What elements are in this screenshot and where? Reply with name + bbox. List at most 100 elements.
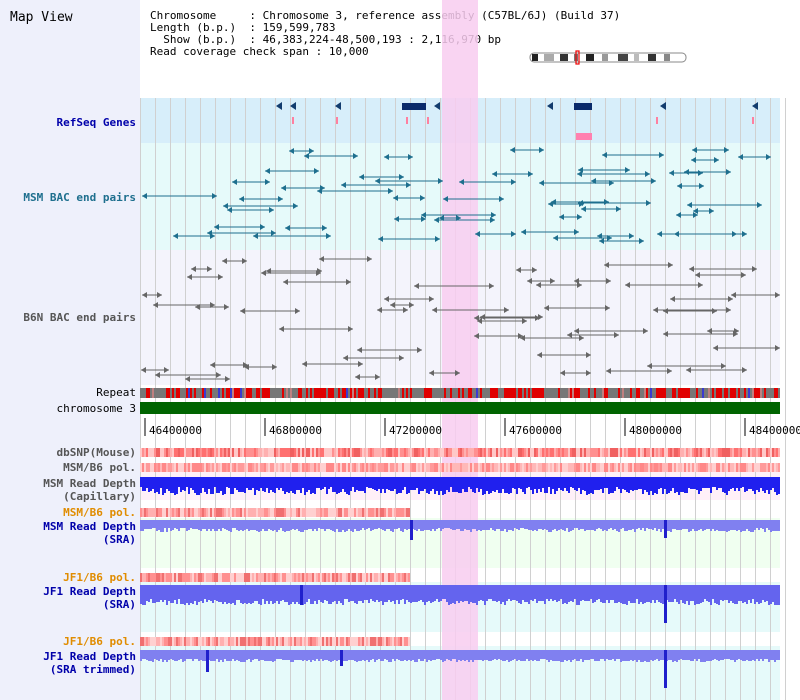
- jf1-b6-pol-heat: [378, 573, 380, 582]
- msm-depth-sra-bar: [180, 520, 182, 528]
- b6n-bac-pair-end: [283, 279, 288, 285]
- msm-depth-cap-bar: [720, 477, 722, 488]
- track-label-msm-depth-capillary[interactable]: MSM Read Depth (Capillary): [43, 477, 136, 503]
- msm-depth-cap-bar: [366, 477, 368, 487]
- msm-depth-sra-bar: [444, 520, 446, 528]
- track-label-msm-bac[interactable]: MSM BAC end pairs: [23, 191, 136, 204]
- msm-bac-pair-end: [223, 203, 228, 209]
- b6n-bac-pair-end: [698, 282, 703, 288]
- msm-depth-sra-bar: [184, 520, 186, 528]
- jf1-b6-pol-heat: [402, 573, 404, 582]
- jf1-depth-sra-bar: [288, 585, 290, 605]
- msm-depth-cap-bar: [600, 477, 602, 489]
- msm-depth-sra-bar: [520, 520, 522, 528]
- msm-b6-pol-heat: [282, 463, 284, 472]
- msm-depth-sra-bar: [366, 520, 368, 529]
- msm-depth-sra-bar: [266, 520, 268, 531]
- jf1-depth-sra-bar: [768, 585, 770, 605]
- msm-b6-pol2-heat: [196, 508, 198, 517]
- repeat-segment: [472, 388, 474, 398]
- msm-depth-sra-bar: [348, 520, 350, 529]
- dbsnp-heat: [406, 448, 408, 457]
- jf1-depth-trim-bar: [776, 650, 778, 660]
- track-label-msm-b6-pol-2[interactable]: MSM/B6 pol.: [63, 506, 136, 519]
- msm-b6-pol-heat: [762, 463, 764, 472]
- msm-depth-cap-bar: [410, 477, 412, 490]
- dbsnp-heat: [240, 448, 242, 457]
- genome-track-area[interactable]: 46400000 46800000 47200000 47600000 48000000…: [140, 0, 800, 700]
- msm-bac-pair-end: [265, 168, 270, 174]
- msm-b6-pol2-heat: [218, 508, 220, 517]
- dbsnp-heat: [572, 448, 574, 457]
- repeat-segment: [396, 388, 398, 398]
- b6n-bac-pair-end: [384, 296, 389, 302]
- msm-b6-pol-heat: [748, 463, 750, 472]
- msm-b6-pol-heat: [736, 463, 738, 472]
- track-label-jf1-depth-sra[interactable]: JF1 Read Depth (SRA): [43, 585, 136, 611]
- repeat-segment: [588, 388, 590, 398]
- msm-b6-pol-heat: [512, 463, 514, 472]
- track-label-dbsnp[interactable]: dbSNP(Mouse): [56, 446, 136, 459]
- jf1-depth-trim-bar: [720, 650, 722, 660]
- msm-b6-pol-heat: [602, 463, 604, 472]
- repeat-segment: [238, 388, 240, 398]
- msm-depth-cap-bar: [346, 477, 348, 494]
- msm-depth-sra-bar: [618, 520, 620, 532]
- jf1-depth-sra-bar: [214, 585, 216, 600]
- jf1-depth-sra-bar: [168, 585, 170, 601]
- length-value: 159,599,783: [262, 21, 336, 34]
- dbsnp-heat: [746, 448, 748, 457]
- msm-b6-pol2-heat: [178, 508, 180, 517]
- msm-b6-pol2-heat: [384, 508, 386, 517]
- msm-depth-cap-bar: [226, 477, 228, 487]
- msm-depth-cap-bar: [658, 477, 660, 489]
- track-label-b6n-bac[interactable]: B6N BAC end pairs: [23, 311, 136, 324]
- b6n-bac-pair-end: [686, 367, 691, 373]
- msm-b6-pol-heat: [722, 463, 724, 472]
- track-canvas[interactable]: 46400000 46800000 47200000 47600000 48000000…: [140, 0, 800, 700]
- repeat-segment: [212, 388, 214, 398]
- msm-b6-pol-heat: [170, 463, 172, 472]
- msm-depth-cap-bar: [350, 477, 352, 491]
- msm-depth-sra-bar: [584, 520, 586, 531]
- dbsnp-heat: [680, 448, 682, 457]
- track-label-jf1-b6-pol[interactable]: JF1/B6 pol.: [63, 571, 136, 584]
- repeat-segment: [280, 388, 282, 398]
- jf1-depth-trim-bar: [558, 650, 560, 661]
- dbsnp-heat: [184, 448, 186, 457]
- track-label-msm-depth-sra[interactable]: MSM Read Depth (SRA): [43, 520, 136, 546]
- msm-depth-cap-bar: [280, 477, 282, 488]
- jf1-depth-sra-bar: [652, 585, 654, 600]
- jf1-b6-pol-heat: [404, 573, 406, 582]
- track-label-jf1-depth-trimmed[interactable]: JF1 Read Depth (SRA trimmed): [43, 650, 136, 676]
- jf1-depth-trim-bar: [438, 650, 440, 659]
- dbsnp-heat: [674, 448, 676, 457]
- msm-depth-sra-bar: [206, 520, 208, 531]
- msm-b6-pol-heat: [678, 463, 680, 472]
- msm-depth-cap-bar: [664, 477, 666, 489]
- jf1-depth-sra-bar: [552, 585, 554, 601]
- jf1-depth-sra-bar: [668, 585, 670, 602]
- msm-b6-pol-heat: [632, 463, 634, 472]
- repeat-segment: [202, 388, 204, 398]
- jf1-depth-sra-bar: [354, 585, 356, 603]
- msm-depth-sra-bar: [222, 520, 224, 528]
- dbsnp-heat: [284, 448, 286, 457]
- msm-b6-pol-heat: [466, 463, 468, 472]
- msm-b6-pol2-heat: [240, 508, 242, 517]
- jf1-b6-pol2-heat: [268, 637, 270, 646]
- msm-depth-cap-bar: [186, 477, 188, 487]
- msm-b6-pol-heat: [452, 463, 454, 472]
- msm-depth-sra-bar: [634, 520, 636, 532]
- jf1-b6-pol2-heat: [222, 637, 224, 646]
- jf1-depth-trim-bar: [444, 650, 446, 661]
- msm-depth-sra-bar: [528, 520, 530, 530]
- b6n-bac-pair-end: [455, 370, 460, 376]
- msm-depth-cap-bar: [762, 477, 764, 491]
- track-label-refseq[interactable]: RefSeq Genes: [56, 116, 136, 129]
- msm-depth-sra-bar: [430, 520, 432, 531]
- track-label-jf1-b6-pol-2[interactable]: JF1/B6 pol.: [63, 635, 136, 648]
- jf1-depth-sra-bar: [778, 585, 780, 605]
- jf1-depth-sra-bar: [146, 585, 148, 601]
- track-label-msm-b6-pol[interactable]: MSM/B6 pol.: [63, 461, 136, 474]
